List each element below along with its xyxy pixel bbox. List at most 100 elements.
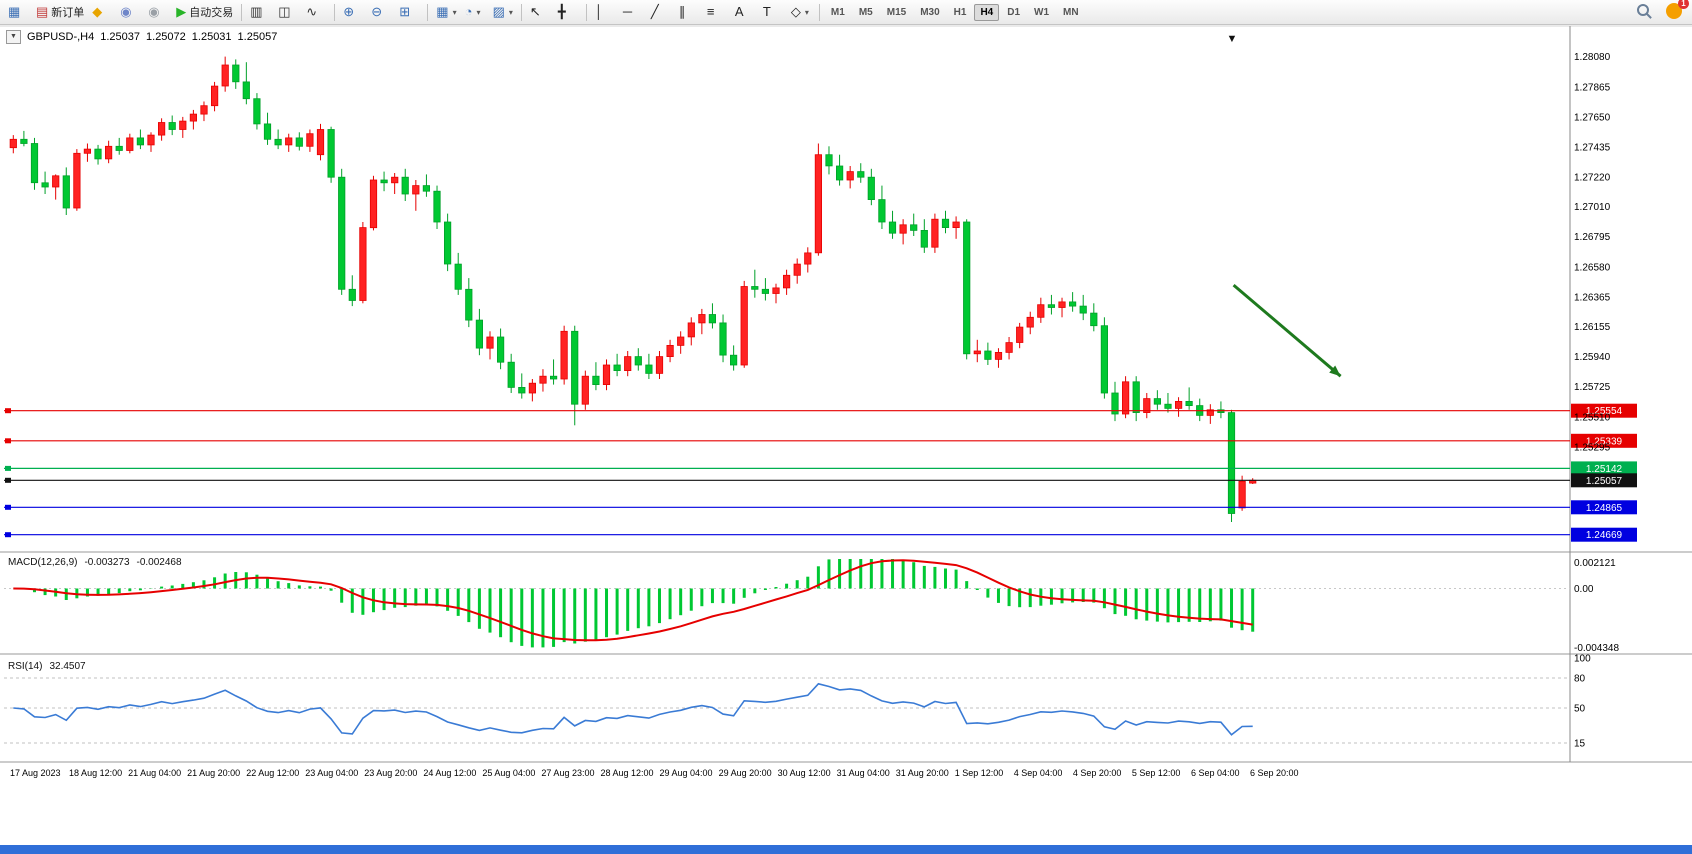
svg-text:23 Aug 20:00: 23 Aug 20:00 [364,768,417,778]
vertical-line-icon[interactable]: │ [594,4,604,19]
candle [295,137,303,147]
candle [200,105,208,115]
zoom-out-icon[interactable]: ⊖ [371,4,383,19]
timeframe-m30[interactable]: M30 [920,6,940,18]
new-chart-window-icon[interactable]: ▦ [8,4,21,19]
new-chart-dropdown[interactable]: ▦ ▾ [436,4,457,19]
price-tag [1571,433,1637,448]
svg-text:27 Aug 23:00: 27 Aug 23:00 [541,768,594,778]
toolbar-right-icons: 1 [1637,0,1689,19]
timeframe-w1[interactable]: W1 [1034,6,1050,18]
toolbar-separator [585,3,587,21]
search-icon[interactable] [1637,3,1652,19]
fibonacci-icon[interactable]: ≡ [706,4,715,19]
candle [602,364,611,386]
bar-close: 1.25057 [237,31,278,43]
svg-text:21 Aug 20:00: 21 Aug 20:00 [187,768,240,778]
support-icon[interactable]: ◉ [148,4,160,19]
candle [157,122,166,136]
sell-marker-icon: ▼ [1227,33,1238,45]
hline-handle [5,465,11,471]
timeframe-m5[interactable]: M5 [858,6,873,18]
candle [274,138,282,146]
bar-low: 1.25031 [191,31,232,43]
profiles-clock-dropdown[interactable]: ◔ ▾ [464,4,481,19]
zoom-in-icon[interactable]: ⊕ [343,4,355,19]
candle [380,179,388,184]
trendline-icon[interactable]: ╱ [650,4,659,19]
one-click-trading-expander[interactable]: ▼ [6,30,21,44]
candle [1164,403,1172,409]
candle [316,129,325,156]
candle [391,176,399,184]
timeframe-group: M1 M5 M15 M30 H1 H4 D1 W1 MN [824,3,1086,21]
candle [179,120,187,130]
panel-frame [0,25,1692,763]
candle [719,322,727,356]
tile-windows-icon[interactable]: ⊞ [399,4,411,19]
candle [306,133,314,147]
candle [83,148,91,154]
autotrading-button[interactable]: ▶ 自动交易 [176,4,234,19]
cursor-icon[interactable]: ↖ [529,4,541,19]
price-tag [1571,403,1637,418]
candle [857,171,865,178]
new-order-button[interactable]: ▤ 新订单 [36,4,85,19]
candle [1037,304,1045,318]
text-icon[interactable]: A [734,4,744,19]
timeframe-h4[interactable]: H4 [974,3,1000,21]
candle [1047,304,1055,308]
trend-arrow[interactable] [1232,283,1342,378]
timeframe-d1[interactable]: D1 [1007,6,1021,18]
candle [804,252,812,265]
line-chart-icon[interactable]: ∿ [306,4,318,19]
candle [1005,342,1013,353]
candle [846,171,854,181]
timeframe-mn[interactable]: MN [1063,6,1079,18]
crosshair-icon[interactable]: ╋ [557,4,566,19]
candle [401,176,409,195]
rsi-title: RSI(14) [8,661,43,672]
candle [581,375,589,405]
svg-text:1.26580: 1.26580 [1574,262,1611,273]
candle [189,113,197,122]
svg-text:23 Aug 04:00: 23 Aug 04:00 [305,768,358,778]
svg-text:25 Aug 04:00: 25 Aug 04:00 [482,768,535,778]
timeframe-h1[interactable]: H1 [953,6,967,18]
toolbar: ▦ ▤ 新订单 ◆ ◉ ◉ ▶ 自动交易 ▥ ◫ ∿ ⊕ ⊖ ⊞ ▦ ▾ ◔ ▾ ▨ ▾ ↖ ╋ │ ─ ╱ ∥ ≡ A T ◇ ▾ M1 M… [0,0,1692,25]
candlestick-chart-icon[interactable]: ◫ [278,4,291,19]
svg-text:17 Aug 2023: 17 Aug 2023 [10,768,61,778]
svg-text:1.24865: 1.24865 [1586,503,1623,514]
candle [825,154,833,167]
candle [348,288,356,301]
svg-text:28 Aug 12:00: 28 Aug 12:00 [600,768,653,778]
candle [783,274,791,289]
text-label-icon[interactable]: T [762,4,771,19]
candle [592,375,600,386]
candle [94,148,102,160]
channel-icon[interactable]: ∥ [678,4,686,19]
svg-text:0.002121: 0.002121 [1574,558,1616,569]
timeframe-m1[interactable]: M1 [830,6,845,18]
hline-handle [5,532,11,538]
notifications-icon[interactable]: 1 [1666,0,1689,19]
candle [624,356,632,372]
templates-dropdown[interactable]: ▨ ▾ [492,4,513,19]
svg-text:1.25295: 1.25295 [1574,442,1611,453]
horizontal-line-icon[interactable]: ─ [622,4,633,19]
macd-panel: 0.002121 0.00 -0.004348 [4,558,1619,654]
candle [1175,400,1183,409]
bar-chart-icon[interactable]: ▥ [250,4,263,19]
candle [634,356,642,366]
timeframe-m15[interactable]: M15 [886,6,907,18]
price-tag [1571,500,1637,515]
shapes-dropdown[interactable]: ◇ ▾ [790,4,809,19]
candle [475,319,484,349]
rsi-panel: 100 80 50 15 [4,654,1591,750]
community-icon[interactable]: ◉ [120,4,132,19]
candle [147,134,155,146]
candle [655,356,664,374]
mql-market-icon[interactable]: ◆ [92,4,103,19]
